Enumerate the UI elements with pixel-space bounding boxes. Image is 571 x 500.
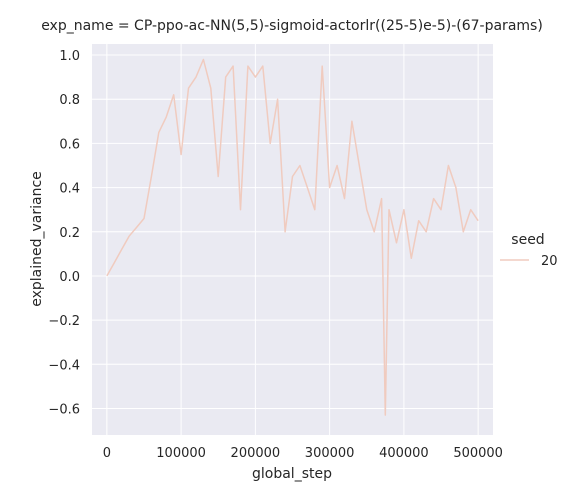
x-tick-label: 400000 bbox=[379, 446, 429, 461]
x-tick-label: 100000 bbox=[156, 446, 206, 461]
y-tick-label: −0.6 bbox=[48, 402, 80, 417]
legend: seed 20 bbox=[500, 232, 558, 269]
y-tick-label: −0.2 bbox=[48, 314, 80, 329]
legend-title: seed bbox=[511, 232, 544, 248]
y-axis-ticks: −0.6 −0.4 −0.2 0.0 0.2 0.4 0.6 0.8 1.0 bbox=[48, 49, 80, 417]
y-tick-label: 1.0 bbox=[59, 49, 80, 64]
x-tick-label: 300000 bbox=[305, 446, 355, 461]
y-axis-label: explained_variance bbox=[29, 171, 45, 307]
x-tick-label: 200000 bbox=[231, 446, 281, 461]
y-tick-label: 0.6 bbox=[59, 137, 80, 152]
legend-entry-label: 20 bbox=[541, 254, 558, 269]
x-tick-label: 0 bbox=[103, 446, 111, 461]
x-tick-label: 500000 bbox=[453, 446, 503, 461]
chart-title: exp_name = CP-ppo-ac-NN(5,5)-sigmoid-act… bbox=[41, 18, 543, 34]
grid bbox=[92, 44, 493, 435]
y-tick-label: −0.4 bbox=[48, 358, 80, 373]
y-tick-label: 0.4 bbox=[59, 182, 80, 197]
y-tick-label: 0.2 bbox=[59, 226, 80, 241]
y-tick-label: 0.0 bbox=[59, 270, 80, 285]
x-axis-ticks: 0 100000 200000 300000 400000 500000 bbox=[103, 446, 503, 461]
plot-area bbox=[92, 44, 493, 435]
series-layer bbox=[106, 58, 479, 416]
y-tick-label: 0.8 bbox=[59, 93, 80, 108]
series-line bbox=[106, 58, 479, 416]
x-axis-label: global_step bbox=[252, 466, 332, 482]
